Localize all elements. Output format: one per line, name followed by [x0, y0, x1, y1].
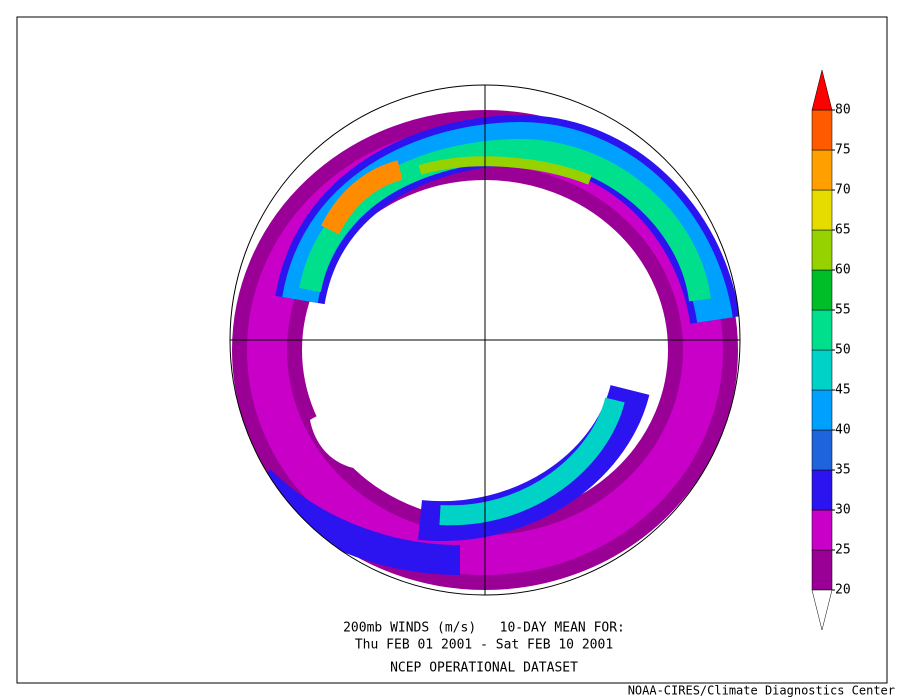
colorbar-segment — [811, 389, 833, 431]
colorbar-label: 80 — [835, 103, 851, 118]
colorbar-segment — [811, 349, 833, 391]
colorbar-segment — [811, 509, 833, 551]
colorbar-label: 75 — [835, 143, 851, 158]
colorbar-segment — [811, 469, 833, 511]
colorbar-label: 60 — [835, 263, 851, 278]
colorbar-segment — [811, 109, 833, 151]
colorbar-segment — [811, 429, 833, 471]
caption: Thu FEB 01 2001 - Sat FEB 10 2001 — [355, 638, 613, 653]
colorbar-over — [811, 69, 833, 111]
map-border — [229, 84, 741, 596]
caption: NCEP OPERATIONAL DATASET — [390, 661, 578, 676]
colorbar-segment — [811, 149, 833, 191]
colorbar-segment — [811, 189, 833, 231]
colorbar-segment — [811, 549, 833, 591]
colorbar-label: 25 — [835, 543, 851, 558]
colorbar-label: 50 — [835, 343, 851, 358]
colorbar-label: 40 — [835, 423, 851, 438]
credit: NOAA-CIRES/Climate Diagnostics Center — [628, 684, 895, 698]
colorbar-label: 35 — [835, 463, 851, 478]
colorbar-segment — [811, 229, 833, 271]
colorbar-label: 55 — [835, 303, 851, 318]
map — [230, 85, 740, 595]
colorbar-label: 20 — [835, 583, 851, 598]
colorbar-label: 30 — [835, 503, 851, 518]
colorbar-segment — [811, 269, 833, 311]
colorbar-label: 45 — [835, 383, 851, 398]
colorbar-segment — [811, 309, 833, 351]
caption: 200mb WINDS (m/s) 10-DAY MEAN FOR: — [343, 621, 625, 636]
colorbar-label: 65 — [835, 223, 851, 238]
colorbar-label: 70 — [835, 183, 851, 198]
colorbar-under — [811, 589, 833, 631]
